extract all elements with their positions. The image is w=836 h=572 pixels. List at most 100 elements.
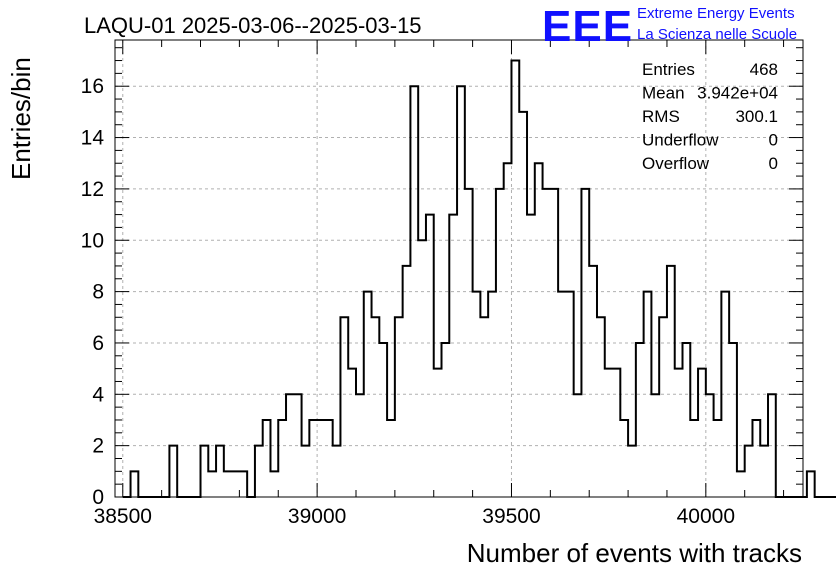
histogram-bin: [566, 292, 574, 497]
histogram-bin: [442, 343, 450, 497]
histogram-bin: [333, 446, 341, 497]
histogram-bin: [760, 446, 768, 497]
y-tick-label: 8: [92, 281, 104, 304]
histogram-bin: [239, 471, 247, 497]
histogram-bin: [550, 189, 558, 497]
histogram-bin: [752, 420, 760, 497]
y-tick-label: 14: [81, 127, 105, 150]
histogram-bin: [519, 112, 527, 497]
stats-label: Underflow: [642, 131, 719, 150]
histogram-bin: [465, 189, 473, 497]
histogram-bin: [698, 369, 706, 497]
histogram-bin: [706, 394, 714, 497]
histogram-bin: [574, 394, 582, 497]
histogram-bin: [372, 317, 380, 497]
stats-label: Entries: [642, 60, 695, 79]
histogram-bin: [387, 420, 395, 497]
histogram-bin: [263, 420, 271, 497]
stats-value: 0: [769, 131, 778, 150]
histogram-bin: [721, 292, 729, 497]
histogram-bin: [628, 446, 636, 497]
histogram-bin: [340, 317, 348, 497]
histogram-bin: [659, 317, 667, 497]
histogram-bin: [356, 394, 364, 497]
histogram-bars: [122, 59, 836, 498]
stats-value: 468: [750, 60, 778, 79]
histogram-bin: [597, 317, 605, 497]
histogram-bin: [169, 446, 177, 497]
histogram-bin: [232, 471, 240, 497]
y-tick-label: 2: [92, 435, 104, 458]
histogram-bin: [807, 471, 815, 497]
histogram-bin: [294, 394, 302, 497]
y-tick-label: 4: [92, 383, 104, 406]
histogram-bin: [364, 292, 372, 497]
histogram-bin: [488, 292, 496, 497]
y-tick-label: 0: [92, 486, 104, 509]
histogram-bin: [317, 420, 325, 497]
x-tick-label: 39500: [482, 505, 540, 528]
histogram-bin: [644, 292, 652, 497]
histogram-bin: [581, 189, 589, 497]
tick-labels: 38500 39000 39500 40000 0 2 4 6 8 10 12 14 16: [81, 75, 735, 528]
histogram-bin: [395, 317, 403, 497]
histogram-bin: [426, 215, 434, 497]
histogram-bin: [434, 369, 442, 497]
axis-ticks: [115, 40, 803, 498]
eee-logo-text: EEE: [542, 2, 633, 51]
stats-value: 3.942e+04: [697, 84, 778, 103]
stats-label: Overflow: [642, 154, 710, 173]
histogram-bin: [543, 189, 551, 497]
histogram-outline: [122, 59, 836, 498]
stats-label: Mean: [642, 84, 685, 103]
histogram-bin: [480, 317, 488, 497]
histogram-bin: [504, 163, 512, 497]
histogram-bin: [768, 394, 776, 497]
chart-title: LAQU-01 2025-03-06--2025-03-15: [84, 13, 422, 38]
y-tick-label: 16: [81, 75, 104, 98]
histogram-bin: [379, 343, 387, 497]
histogram-bin: [675, 369, 683, 497]
eee-subtitle-1: Extreme Energy Events: [637, 5, 795, 22]
stats-value: 300.1: [735, 107, 778, 126]
histogram-bin: [511, 61, 519, 497]
histogram-bin: [348, 369, 356, 497]
histogram-bin: [690, 420, 698, 497]
stats-label: RMS: [642, 107, 680, 126]
eee-logo: EEE Extreme Energy Events La Scienza nel…: [542, 2, 797, 51]
histogram-bin: [636, 343, 644, 497]
histogram-bin: [255, 446, 263, 497]
histogram-bin: [473, 292, 481, 497]
histogram-bin: [449, 215, 457, 497]
histogram-bin: [683, 343, 691, 497]
histogram-bin: [496, 189, 504, 497]
histogram-bin: [613, 369, 621, 497]
histogram-bin: [302, 446, 310, 497]
histogram-bin: [286, 394, 294, 497]
histogram-bin: [558, 292, 566, 497]
histogram-bin: [745, 446, 753, 497]
x-axis-label: Number of events with tracks: [467, 538, 802, 568]
histogram-bin: [729, 343, 737, 497]
histogram-bin: [418, 240, 426, 497]
histogram-bin: [620, 420, 628, 497]
histogram-bin: [651, 394, 659, 497]
histogram-bin: [403, 266, 411, 497]
stats-box: Entries 468 Mean 3.942e+04 RMS 300.1 Underflow…: [642, 60, 778, 173]
histogram-bin: [201, 446, 209, 497]
histogram-bin: [527, 215, 535, 497]
y-axis-label: Entries/bin: [6, 57, 36, 180]
histogram-bin: [131, 471, 139, 497]
histogram-bin: [714, 420, 722, 497]
histogram-bin: [309, 420, 317, 497]
histogram-bin: [278, 420, 286, 497]
grid: [115, 40, 803, 497]
plot-frame: [114, 39, 804, 498]
histogram-bin: [216, 446, 224, 497]
histogram-bin: [208, 471, 216, 497]
y-tick-label: 10: [81, 229, 104, 252]
x-tick-label: 40000: [677, 505, 735, 528]
x-tick-label: 38500: [94, 505, 152, 528]
histogram-bin: [224, 471, 232, 497]
